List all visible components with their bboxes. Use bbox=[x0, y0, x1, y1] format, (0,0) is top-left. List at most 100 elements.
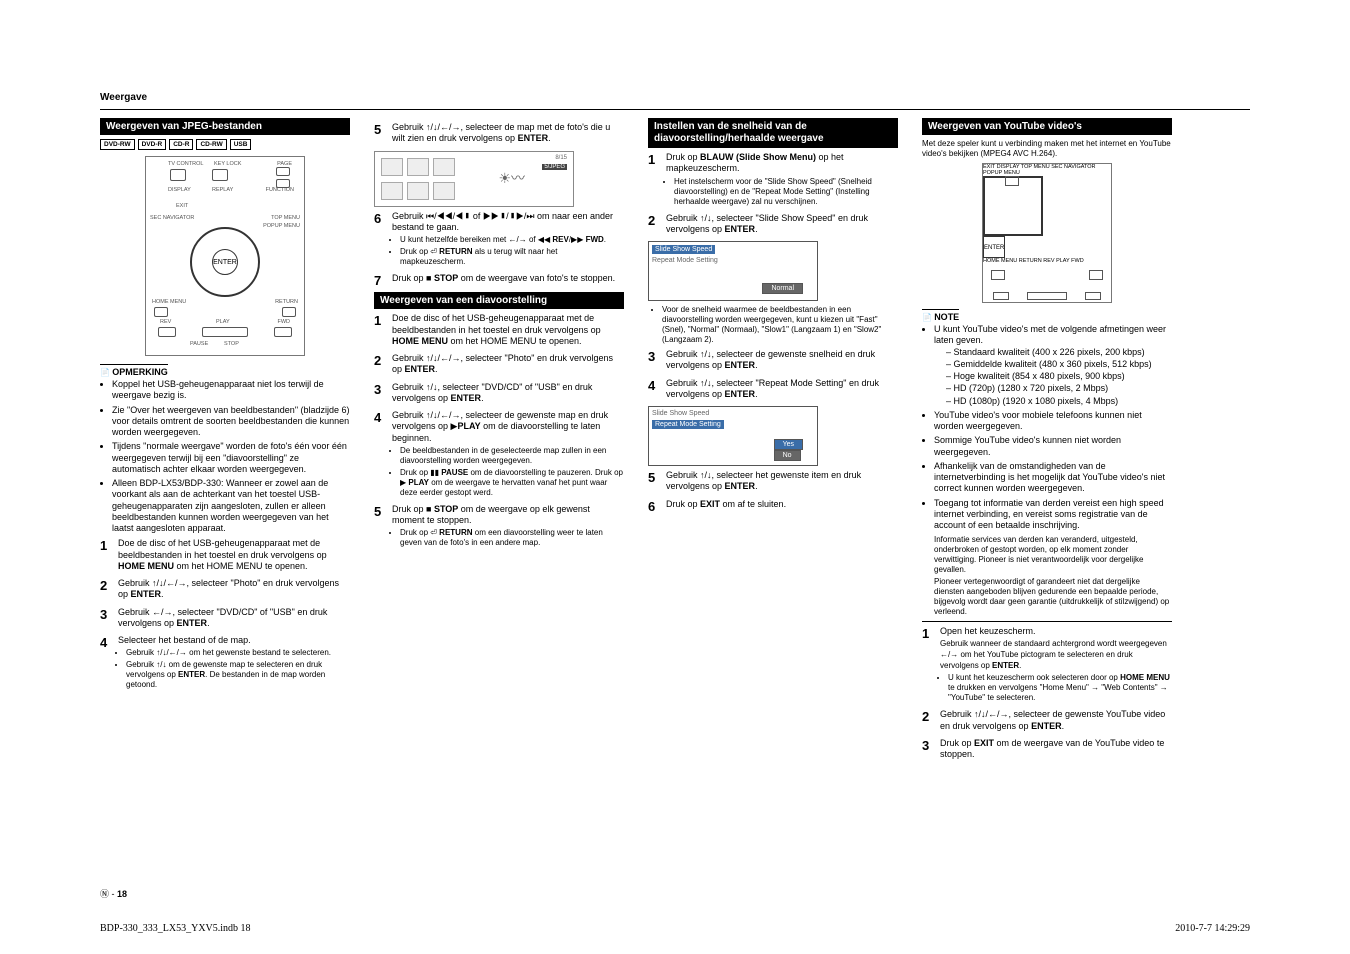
box2-line1: Slide Show Speed bbox=[652, 410, 814, 417]
res: HD (720p) (1280 x 720 pixels, 2 Mbps) bbox=[946, 383, 1172, 394]
note-item: Alleen BDP-LX53/BDP-330: Wanneer er zowe… bbox=[112, 478, 350, 534]
sub: Het instelscherm voor de "Slide Show Spe… bbox=[674, 177, 898, 207]
note-item: Zie "Over het weergeven van beeldbestand… bbox=[112, 405, 350, 439]
yt-note: Afhankelijk van de omstandigheden van de… bbox=[934, 461, 1172, 495]
jpeg-steps-cont: Gebruik ↑/↓/←/→, selecteer de map met de… bbox=[374, 122, 624, 145]
lbl-stop: STOP bbox=[224, 341, 239, 347]
box-line2: Repeat Mode Setting bbox=[652, 257, 814, 264]
step: Doe de disc of het USB-geheugenapparaat … bbox=[100, 538, 350, 572]
opt-yes: Yes bbox=[774, 439, 803, 450]
yt-para2: Pioneer vertegenwoordigt of garandeert n… bbox=[934, 577, 1172, 617]
lbl-play: PLAY bbox=[216, 319, 230, 325]
res: Hoge kwaliteit (854 x 480 pixels, 900 kb… bbox=[946, 371, 1172, 382]
thumb-folder: 5/JPEG bbox=[542, 164, 567, 170]
step: Doe de disc of het USB-geheugenapparaat … bbox=[374, 313, 624, 347]
section-title: Weergave bbox=[100, 92, 1250, 103]
fmt-dvdrw: DVD-RW bbox=[100, 139, 135, 150]
lbl-function: FUNCTION bbox=[266, 187, 294, 193]
jpeg-steps-67: Gebruik ⏮/◀◀/◀▮ of ▶▶▮/▮▶/⏭ om naar een … bbox=[374, 211, 624, 285]
step: Druk op EXIT om af te sluiten. bbox=[648, 499, 898, 510]
opt-no: No bbox=[774, 450, 801, 461]
footer: BDP-330_333_LX53_YXV5.indb 18 2010-7-7 1… bbox=[100, 923, 1250, 934]
lbl-rev: REV bbox=[160, 319, 171, 325]
step: Druk op ■ STOP om de weergave van foto's… bbox=[374, 273, 624, 284]
speed-steps-12: Druk op BLAUW (Slide Show Menu) op het m… bbox=[648, 152, 898, 235]
speed-note: Voor de snelheid waarmee de beeldbestand… bbox=[662, 305, 898, 345]
res: Standaard kwaliteit (400 x 226 pixels, 2… bbox=[946, 347, 1172, 358]
step: Gebruik ↑/↓/←/→, selecteer "Photo" en dr… bbox=[374, 353, 624, 376]
yt-note: Toegang tot informatie van derden vereis… bbox=[934, 498, 1172, 532]
fmt-cdrw: CD-RW bbox=[196, 139, 226, 150]
hdr-youtube: Weergeven van YouTube video's bbox=[922, 118, 1172, 135]
settings-box-speed: Slide Show Speed Repeat Mode Setting Nor… bbox=[648, 241, 818, 301]
lbl-return: RETURN bbox=[275, 299, 298, 305]
footer-file: BDP-330_333_LX53_YXV5.indb 18 bbox=[100, 923, 251, 934]
sub: Druk op ⏎ RETURN om een diavoorstelling … bbox=[400, 528, 624, 548]
lbl-pause: PAUSE bbox=[190, 341, 208, 347]
sub: Gebruik ↑/↓/←/→ om het gewenste bestand … bbox=[126, 648, 350, 658]
step: Druk op BLAUW (Slide Show Menu) op het m… bbox=[648, 152, 898, 207]
page-number: Ⓝ - 18 bbox=[100, 887, 127, 900]
yt-note-res: U kunt YouTube video's met de volgende a… bbox=[934, 324, 1172, 407]
note-item: Tijdens "normale weergave" worden de fot… bbox=[112, 441, 350, 475]
sub: Druk op ⏎ RETURN als u terug wilt naar h… bbox=[400, 247, 624, 267]
remote-illustration: TV CONTROL KEY LOCK PAGE DISPLAY REPLAY … bbox=[145, 156, 305, 356]
format-badges: DVD-RW DVD-R CD-R CD-RW USB bbox=[100, 139, 350, 150]
lbl-keylock: KEY LOCK bbox=[214, 161, 241, 167]
step: Druk op ■ STOP om de weergave op elk gew… bbox=[374, 504, 624, 549]
sub: U kunt hetzelfde bereiken met ←/→ of ◀◀ … bbox=[400, 235, 624, 245]
settings-box-repeat: Slide Show Speed Repeat Mode Setting Yes… bbox=[648, 406, 818, 466]
step: Gebruik ↑/↓/←/→, selecteer de map met de… bbox=[374, 122, 624, 145]
fmt-usb: USB bbox=[230, 139, 252, 150]
step: Gebruik ↑/↓, selecteer "DVD/CD" of "USB"… bbox=[374, 382, 624, 405]
fmt-dvdr: DVD-R bbox=[138, 139, 167, 150]
fmt-cdr: CD-R bbox=[169, 139, 193, 150]
yt-notes: U kunt YouTube video's met de volgende a… bbox=[934, 324, 1172, 531]
yt-note: YouTube video's voor mobiele telefoons k… bbox=[934, 410, 1172, 433]
lbl-fwd: FWD bbox=[277, 319, 290, 325]
lbl-exit: EXIT bbox=[176, 203, 188, 209]
hdr-jpeg: Weergeven van JPEG-bestanden bbox=[100, 118, 350, 135]
jpeg-steps: Doe de disc of het USB-geheugenapparaat … bbox=[100, 538, 350, 690]
sub: Druk op ▮▮ PAUSE om de diavoorstelling t… bbox=[400, 468, 624, 498]
step: Selecteer het bestand of de map. Gebruik… bbox=[100, 635, 350, 690]
step: Gebruik ↑/↓/←/→, selecteer "Photo" en dr… bbox=[100, 578, 350, 601]
footer-date: 2010-7-7 14:29:29 bbox=[1175, 923, 1250, 934]
step: Druk op EXIT om de weergave van de YouTu… bbox=[922, 738, 1172, 761]
step: Gebruik ↑/↓, selecteer de gewenste snelh… bbox=[648, 349, 898, 372]
step: Gebruik ↑/↓, selecteer "Slide Show Speed… bbox=[648, 213, 898, 236]
folder-thumbnail-strip: 8/15 5/JPEG ☀︎〰︎ bbox=[374, 151, 574, 207]
lbl-topmenu: TOP MENU bbox=[271, 215, 300, 221]
yt-note: Sommige YouTube video's kunnen niet word… bbox=[934, 435, 1172, 458]
lbl-replay: REPLAY bbox=[212, 187, 233, 193]
opt-normal: Normal bbox=[762, 283, 803, 294]
speed-steps-56: Gebruik ↑/↓, selecteer het gewenste item… bbox=[648, 470, 898, 510]
lbl-secnav: SEC NAVIGATOR bbox=[150, 215, 194, 221]
note-header: NOTE bbox=[922, 309, 959, 322]
lbl-tvctrl: TV CONTROL bbox=[168, 161, 203, 167]
step: Gebruik ⏮/◀◀/◀▮ of ▶▶▮/▮▶/⏭ om naar een … bbox=[374, 211, 624, 268]
slideshow-steps: Doe de disc of het USB-geheugenapparaat … bbox=[374, 313, 624, 548]
thumb-count: 8/15 bbox=[555, 155, 567, 161]
hdr-speed: Instellen van de snelheid van de diavoor… bbox=[648, 118, 898, 148]
res: HD (1080p) (1920 x 1080 pixels, 4 Mbps) bbox=[946, 396, 1172, 407]
col-3: Instellen van de snelheid van de diavoor… bbox=[648, 118, 898, 766]
speed-steps-34: Gebruik ↑/↓, selecteer de gewenste snelh… bbox=[648, 349, 898, 400]
yt-intro: Met deze speler kunt u verbinding maken … bbox=[922, 139, 1172, 159]
box2-line2: Repeat Mode Setting bbox=[652, 420, 724, 429]
col-4: Weergeven van YouTube video's Met deze s… bbox=[922, 118, 1172, 766]
yt-remote-illustration: EXIT DISPLAY TOP MENU SEC NAVIGATOR POPU… bbox=[982, 163, 1112, 303]
step: Gebruik ↑/↓/←/→, selecteer de gewenste Y… bbox=[922, 709, 1172, 732]
sub: Gebruik ↑/↓ om de gewenste map te select… bbox=[126, 660, 350, 690]
step: Gebruik ↑/↓/←/→, selecteer de gewenste m… bbox=[374, 410, 624, 498]
step: Gebruik ↑/↓, selecteer het gewenste item… bbox=[648, 470, 898, 493]
box-line1: Slide Show Speed bbox=[652, 245, 715, 254]
lbl-enter: ENTER bbox=[213, 259, 237, 266]
step: Gebruik ↑/↓, selecteer "Repeat Mode Sett… bbox=[648, 378, 898, 401]
col-1: Weergeven van JPEG-bestanden DVD-RW DVD-… bbox=[100, 118, 350, 766]
lbl-home: HOME MENU bbox=[152, 299, 186, 305]
sub: De beeldbestanden in de geselecteerde ma… bbox=[400, 446, 624, 466]
note-item: Koppel het USB-geheugenapparaat niet los… bbox=[112, 379, 350, 402]
opmerking-header: OPMERKING bbox=[100, 364, 168, 377]
lbl-popup: POPUP MENU bbox=[263, 223, 300, 229]
